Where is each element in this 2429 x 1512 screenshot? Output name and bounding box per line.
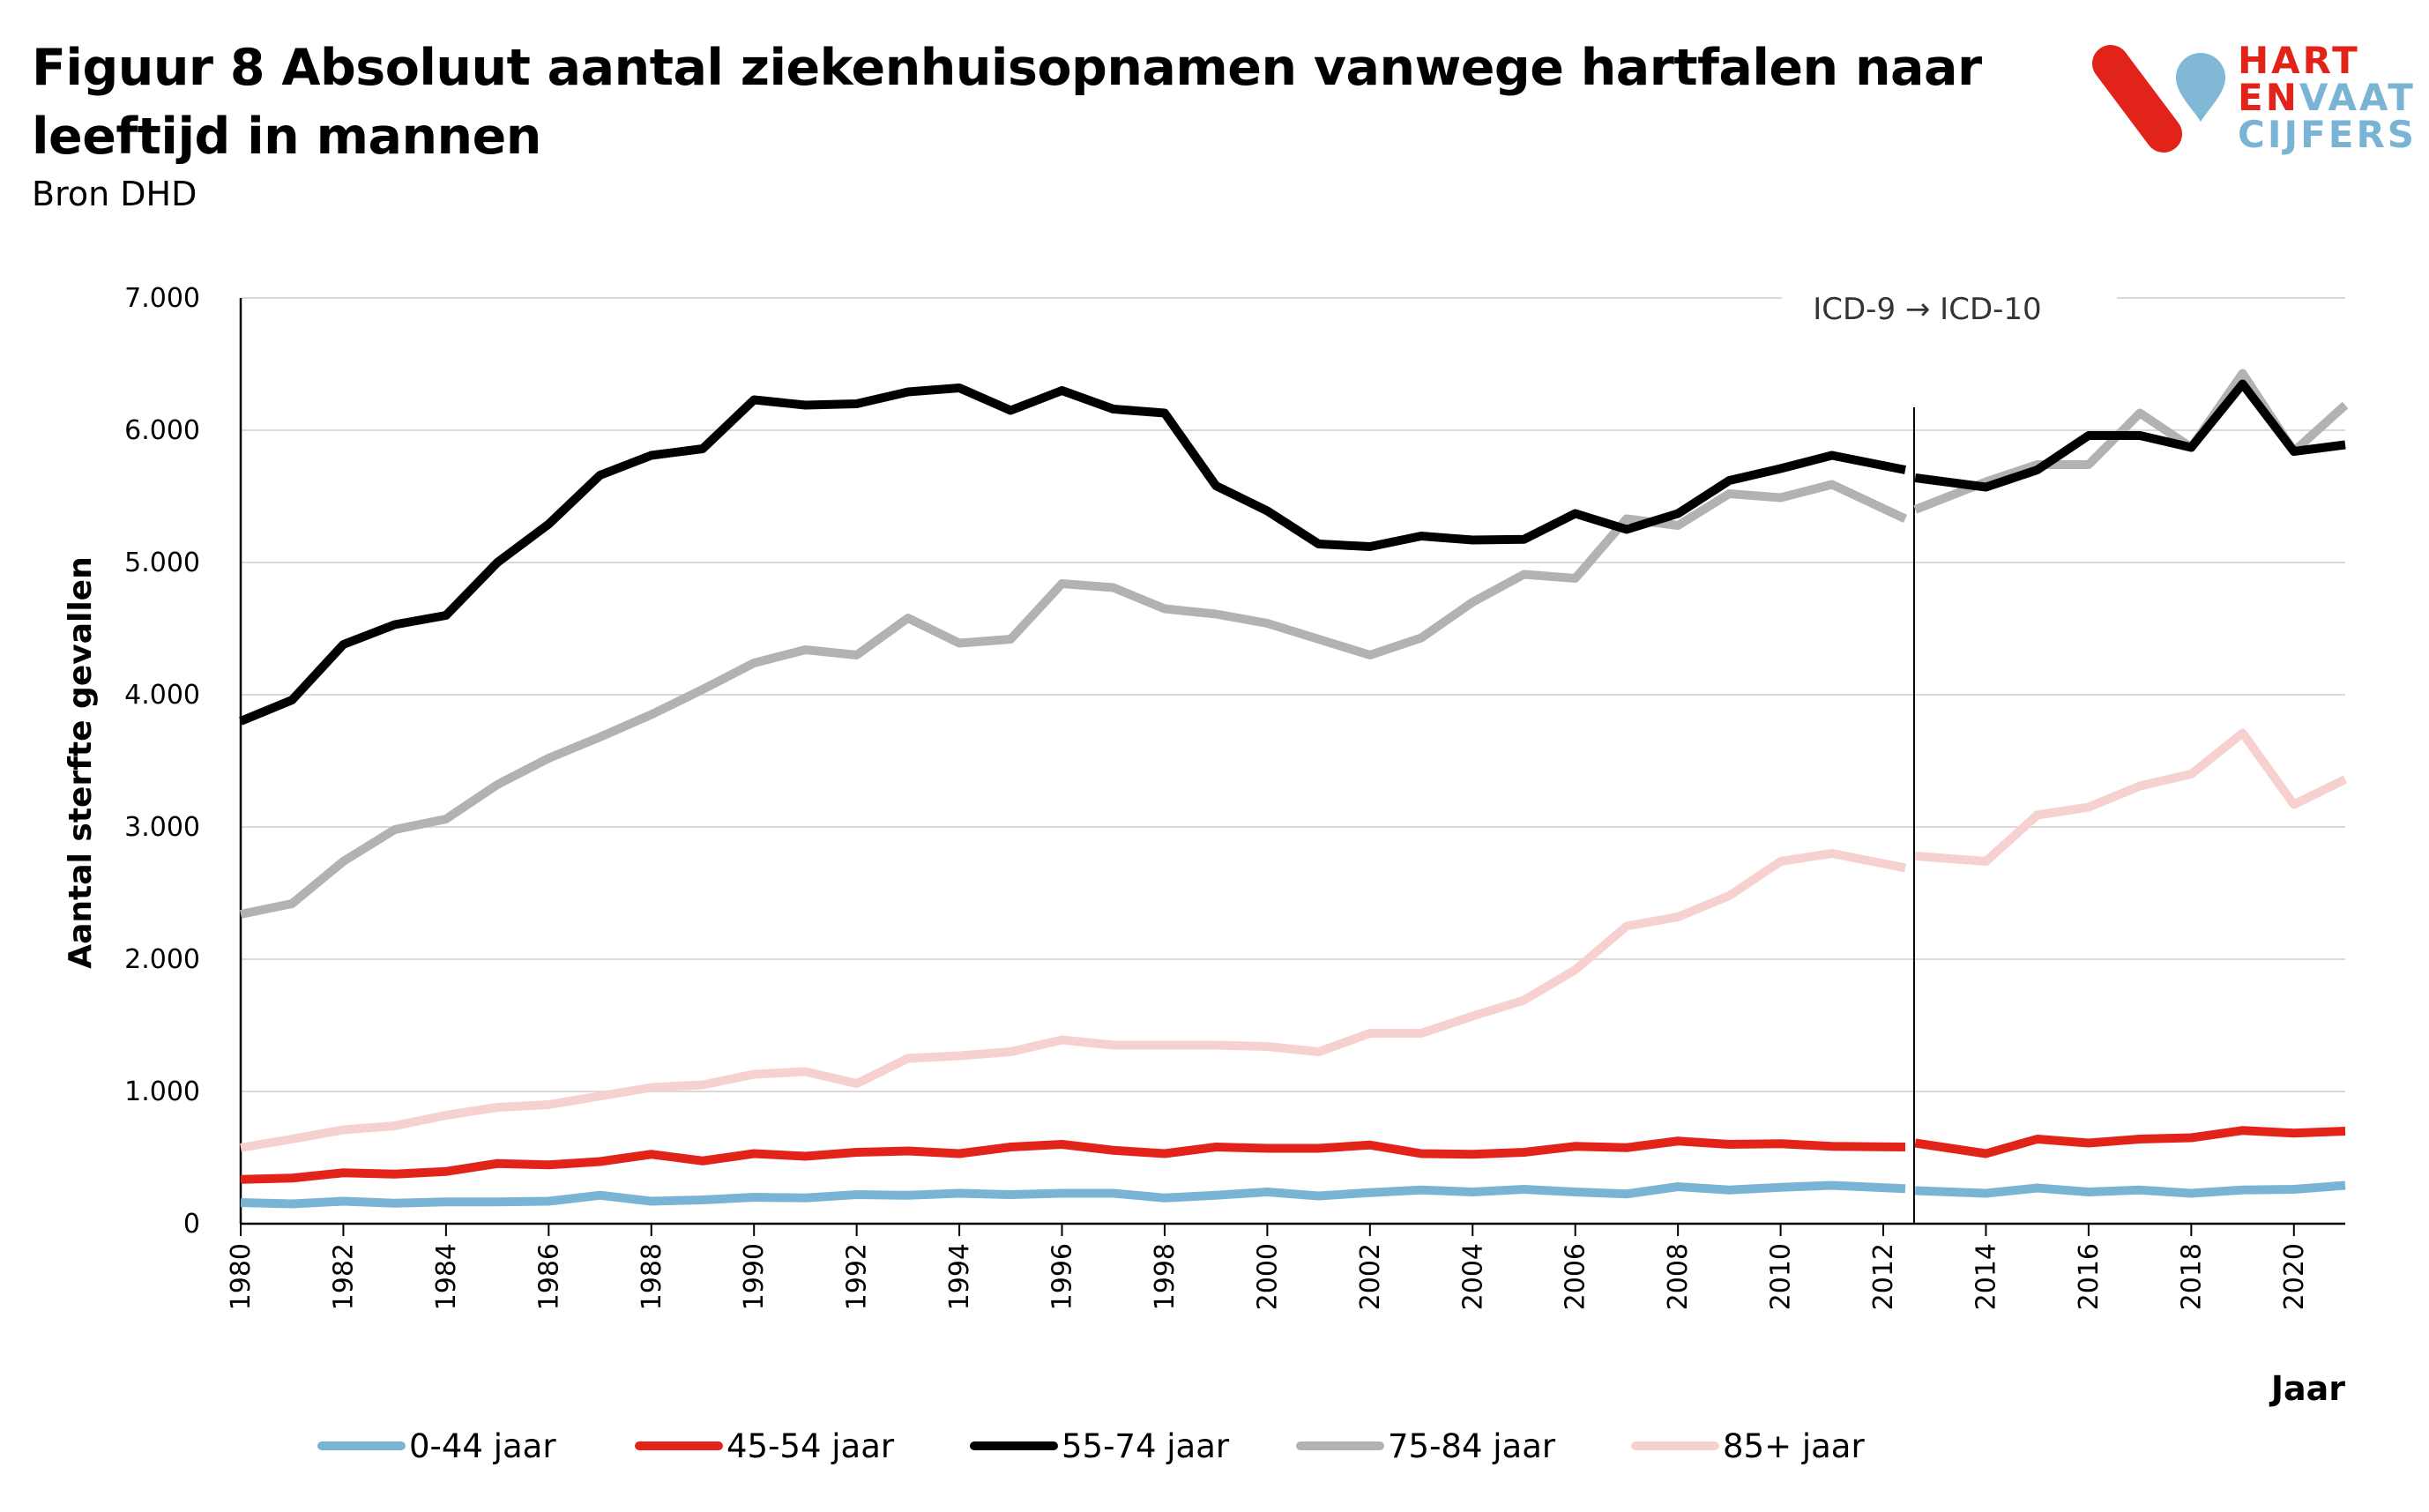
chart-source: Bron DHD (32, 175, 197, 213)
legend-label: 75-84 jaar (1388, 1426, 1556, 1465)
legend-swatch (970, 1441, 1058, 1450)
x-tick-label: 2006 (1561, 1243, 1591, 1310)
y-tick-label: 6.000 (124, 415, 200, 446)
logo-text-en: EN (2238, 76, 2299, 119)
y-tick-label: 4.000 (124, 680, 200, 711)
legend-item: 75-84 jaar (1296, 1419, 1555, 1472)
x-tick-label: 1994 (944, 1243, 975, 1310)
x-tick-label: 1986 (533, 1243, 564, 1310)
x-tick-label: 1980 (226, 1243, 257, 1310)
logo-text-line2: ENVAAT (2238, 79, 2416, 116)
y-tick-label: 1.000 (124, 1076, 200, 1107)
series-lines (239, 369, 2349, 1209)
series-line-45-54-jaar (240, 1136, 1906, 1184)
x-tick-label: 1996 (1047, 1243, 1078, 1310)
x-tick-label: 2018 (2176, 1243, 2207, 1310)
x-tick-label: 2000 (1252, 1243, 1283, 1310)
logo-text-line3: CIJFERS (2238, 113, 2418, 156)
series-line-0-44-jaar (240, 1181, 1906, 1209)
x-axis-label: Jaar (2269, 1369, 2345, 1408)
legend-label: 0-44 jaar (409, 1426, 556, 1465)
y-tick-label: 0 (183, 1209, 200, 1240)
x-axis-ticks: 1980 1982 1984 1986 1988 1990 1992 1994 1996 1998… (226, 1224, 2310, 1310)
legend-label: 85+ jaar (1723, 1426, 1865, 1465)
legend-swatch (635, 1441, 723, 1450)
x-tick-label: 2004 (1457, 1243, 1488, 1310)
series-line-75-84-jaar (239, 480, 1908, 919)
series-line-55-74-jaar (1914, 379, 2346, 492)
x-tick-label: 1990 (739, 1243, 770, 1310)
legend-item: 0-44 jaar (317, 1419, 556, 1472)
hartenvaat-logo (2092, 45, 2225, 153)
y-axis-label: Aantal sterfte gevallen (63, 556, 99, 968)
x-tick-label: 2012 (1868, 1243, 1899, 1310)
y-tick-label: 2.000 (124, 944, 200, 975)
legend-item: 45-54 jaar (635, 1419, 894, 1472)
legend-swatch (1631, 1441, 1719, 1450)
x-tick-label: 1982 (328, 1243, 359, 1310)
gridlines (241, 297, 2345, 1092)
x-tick-label: 1998 (1150, 1243, 1181, 1310)
x-tick-label: 2020 (2279, 1243, 2310, 1310)
x-tick-label: 2014 (1971, 1243, 2001, 1310)
x-tick-label: 2010 (1766, 1243, 1797, 1310)
logo-heart-mark (2092, 45, 2225, 153)
series-line-45-54-jaar (1914, 1126, 2346, 1158)
series-line-85-jaar (240, 849, 1906, 1152)
y-tick-label: 5.000 (124, 547, 200, 578)
x-tick-label: 2002 (1355, 1243, 1386, 1310)
legend-label: 55-74 jaar (1062, 1426, 1230, 1465)
logo-text-vaat: VAAT (2299, 76, 2416, 119)
x-tick-label: 1992 (842, 1243, 873, 1310)
y-axis-ticks: 0 1.000 2.000 3.000 4.000 5.000 6.000 7.000 (124, 283, 200, 1240)
icd-label-bg (1781, 280, 2117, 337)
series-line-0-44-jaar (1915, 1181, 2346, 1198)
y-tick-label: 7.000 (124, 283, 200, 314)
series-line-85-jaar (1914, 728, 2348, 866)
x-tick-label: 1988 (637, 1243, 667, 1310)
icd-label: ICD-9 → ICD-10 (1813, 292, 2041, 327)
legend-item: 85+ jaar (1631, 1419, 1865, 1472)
y-tick-label: 3.000 (124, 812, 200, 843)
chart-legend: 0-44 jaar 45-54 jaar 55-74 jaar 75-84 jaar 8… (317, 1419, 2169, 1472)
axes (239, 298, 2345, 1225)
icd-annotation: ICD-9 → ICD-10 (1781, 280, 2117, 1224)
x-tick-label: 2008 (1663, 1243, 1694, 1310)
legend-swatch (317, 1441, 406, 1450)
x-tick-label: 1984 (431, 1243, 462, 1310)
series-line-55-74-jaar (239, 384, 1906, 726)
legend-label: 45-54 jaar (726, 1426, 895, 1465)
logo-text-line1: HART (2238, 39, 2360, 82)
legend-item: 55-74 jaar (970, 1419, 1229, 1472)
legend-swatch (1296, 1441, 1384, 1450)
chart-title: Figuur 8 Absoluut aantal ziekenhuisopnam… (32, 39, 1982, 166)
x-tick-label: 2016 (2074, 1243, 2105, 1310)
